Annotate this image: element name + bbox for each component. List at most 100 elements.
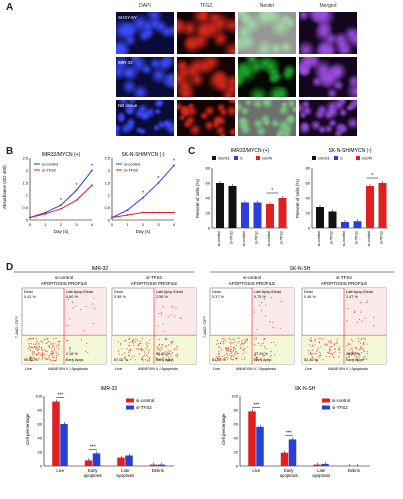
- event-dot: [28, 343, 30, 345]
- event-dot: [51, 353, 53, 355]
- summary-bar-si-tfs2: [92, 453, 101, 466]
- event-dot: [360, 347, 362, 349]
- event-dot: [165, 337, 167, 339]
- event-dot: [231, 354, 233, 357]
- event-dot: [216, 340, 218, 342]
- event-dot: [176, 354, 178, 356]
- event-dot: [234, 348, 236, 350]
- panel-c-label: C: [188, 146, 196, 157]
- event-dot: [231, 358, 233, 360]
- summary-xtick: apoptosis: [84, 473, 102, 478]
- event-dot: [311, 345, 314, 347]
- summary-ytick: 0: [236, 464, 239, 469]
- event-dot: [141, 337, 143, 339]
- growth-xtick: 4: [173, 222, 176, 227]
- event-dot: [237, 342, 239, 344]
- event-dot: [318, 342, 320, 344]
- event-dot: [132, 344, 135, 346]
- quadrant-name-dead: Dead: [24, 290, 33, 294]
- event-dot: [346, 345, 348, 347]
- event-dot: [118, 353, 121, 355]
- event-dot: [241, 340, 243, 342]
- event-dot: [308, 353, 310, 355]
- event-dot: [148, 357, 150, 359]
- event-dot: [125, 339, 127, 341]
- event-dot: [231, 359, 233, 361]
- growth-point: [91, 169, 93, 172]
- micrograph-nb-tissue-nestin: [238, 100, 296, 136]
- event-dot: [48, 340, 50, 343]
- event-dot: [223, 338, 225, 340]
- significance-star: *: [371, 173, 373, 179]
- event-dot: [53, 347, 55, 349]
- summary-xtick: Early: [88, 468, 98, 473]
- event-dot: [140, 358, 143, 360]
- event-dot: [32, 354, 34, 356]
- event-dot: [47, 359, 49, 361]
- event-dot: [31, 338, 33, 340]
- event-dot: [272, 327, 274, 329]
- event-dot: [51, 350, 53, 352]
- event-dot: [330, 349, 332, 351]
- event-dot: [29, 359, 32, 361]
- event-dot: [348, 355, 350, 358]
- event-dot: [359, 302, 362, 304]
- cycle-legend-swatch: [212, 156, 216, 160]
- event-dot: [165, 354, 168, 356]
- event-dot: [135, 338, 137, 340]
- quadrant-name-late: Late Apop./Dead: [66, 290, 93, 294]
- event-dot: [135, 348, 137, 350]
- event-dot: [270, 342, 272, 344]
- event-dot: [34, 352, 36, 354]
- event-dot: [31, 351, 33, 353]
- event-dot: [350, 347, 352, 350]
- event-dot: [236, 345, 238, 347]
- event-dot: [320, 346, 322, 348]
- event-dot: [338, 349, 340, 351]
- event-dot: [158, 354, 160, 356]
- event-dot: [170, 350, 172, 353]
- event-dot: [355, 353, 357, 355]
- event-dot: [124, 340, 126, 342]
- event-dot: [231, 351, 233, 353]
- growth-point: [173, 211, 175, 214]
- flow-panel-subtitle: APOPTOSIS PROFILE: [229, 281, 275, 286]
- event-dot: [157, 346, 159, 348]
- cycle-bar: [228, 186, 237, 228]
- event-dot: [40, 346, 43, 348]
- quadrant-value-early: 39.80 %: [156, 352, 171, 356]
- event-dot: [34, 346, 36, 348]
- event-dot: [32, 360, 34, 362]
- event-dot: [263, 342, 265, 344]
- event-dot: [225, 347, 227, 349]
- event-dot: [226, 354, 228, 356]
- cycle-ytick: 80: [206, 166, 211, 171]
- significance-star: *: [271, 188, 273, 194]
- event-dot: [124, 352, 126, 354]
- event-dot: [217, 343, 219, 345]
- summary-ytick: 40: [234, 436, 239, 441]
- significance-star: *: [60, 198, 62, 204]
- event-dot: [74, 305, 76, 307]
- event-dot: [121, 354, 123, 356]
- event-dot: [244, 341, 246, 343]
- event-dot: [218, 354, 220, 356]
- event-dot: [246, 346, 248, 348]
- event-dot: [38, 357, 40, 359]
- growth-ylabel: Absorbance (OD 450): [2, 165, 7, 209]
- panel-a-label: A: [6, 2, 14, 13]
- event-dot: [44, 338, 46, 340]
- event-dot: [38, 352, 40, 354]
- event-dot: [226, 358, 228, 360]
- cycle-xtick: si-control: [217, 231, 221, 247]
- event-dot: [29, 350, 31, 352]
- col-label-dapi: DAPI: [139, 3, 151, 9]
- flow-group-left: IMR-32: [92, 266, 109, 272]
- growth-ytick: 1: [26, 193, 29, 198]
- event-dot: [164, 330, 166, 332]
- growth-point: [157, 181, 160, 184]
- event-dot: [230, 352, 232, 354]
- event-dot: [360, 311, 362, 313]
- event-dot: [269, 321, 271, 323]
- flow-panel-subtitle: APOPTOSIS PROFILE: [131, 281, 177, 286]
